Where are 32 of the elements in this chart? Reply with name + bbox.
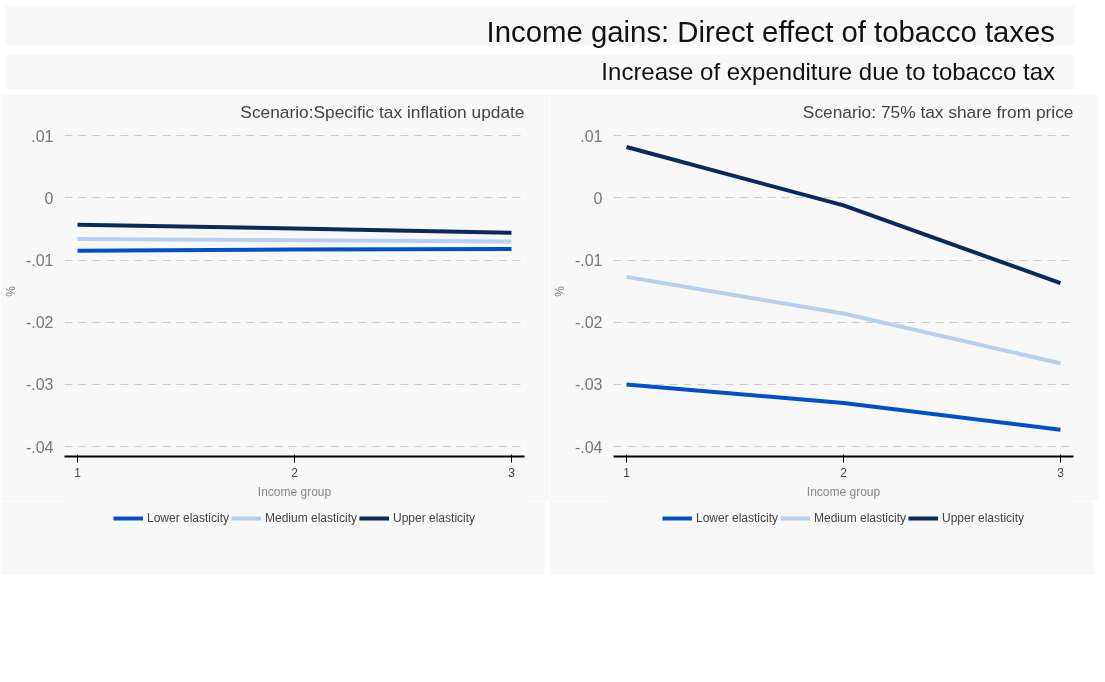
chart-title: Scenario:Specific tax inflation update	[240, 101, 525, 122]
y-tick-label: .01	[580, 127, 603, 145]
y-tick-label: -.03	[574, 376, 603, 394]
chart-title: Scenario: 75% tax share from price	[802, 101, 1074, 122]
y-tick-label: -.01	[25, 252, 54, 270]
y-tick-label: -.01	[574, 252, 603, 270]
x-tick-label: 2	[840, 465, 848, 480]
x-tick-label: 1	[623, 465, 631, 480]
x-axis-title: Income group	[257, 484, 332, 499]
text: Increase of expenditure due to tobacco tax	[601, 57, 1055, 87]
y-tick-label: .01	[31, 127, 54, 145]
legend-label: Upper elasticity	[942, 511, 1025, 525]
y-tick-label: -.02	[574, 314, 603, 332]
x-tick-label: 3	[508, 465, 516, 480]
x-tick-label: 3	[1057, 465, 1065, 480]
legend-label: Medium elasticity	[264, 511, 358, 525]
legend-label: Upper elasticity	[393, 511, 476, 525]
y-tick-label: 0	[44, 189, 54, 207]
y-tick-label: -.02	[25, 314, 54, 332]
x-tick-label: 2	[291, 465, 299, 480]
y-tick-label: -.04	[25, 438, 54, 456]
y-axis-title: %	[552, 285, 567, 297]
y-tick-label: 0	[593, 189, 603, 207]
legend-label: Lower elasticity	[146, 511, 229, 525]
y-tick-label: -.04	[574, 438, 603, 456]
legend-label: Medium elasticity	[813, 511, 907, 525]
y-tick-label: -.03	[25, 376, 54, 394]
x-axis-title: Income group	[806, 484, 881, 499]
x-tick-label: 1	[74, 465, 82, 480]
text: Income gains: Direct effect of tobacco taxes	[486, 14, 1055, 50]
legend-label: Lower elasticity	[695, 511, 778, 525]
y-axis-title: %	[3, 285, 18, 297]
